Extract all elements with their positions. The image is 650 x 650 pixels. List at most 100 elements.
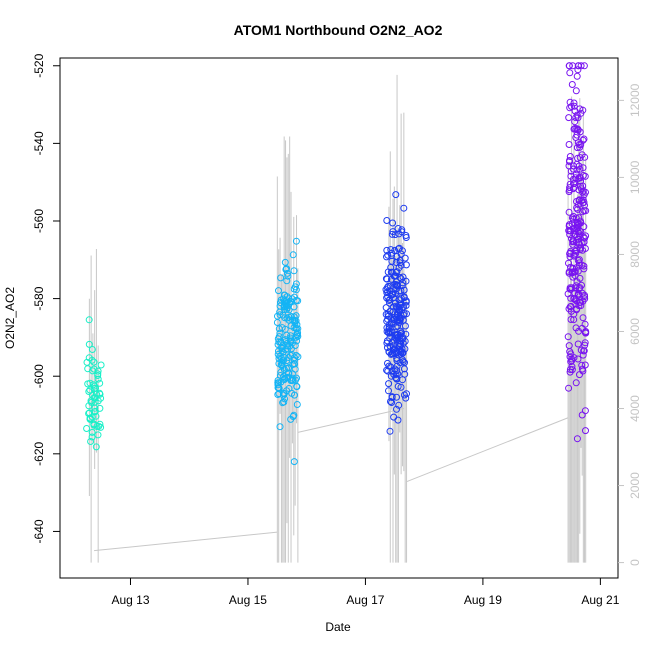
x-tick-label: Aug 21 bbox=[581, 593, 619, 607]
data-point bbox=[83, 425, 91, 432]
data-point bbox=[384, 268, 392, 276]
data-point bbox=[568, 81, 576, 88]
data-point bbox=[96, 390, 104, 398]
data-point bbox=[565, 269, 573, 277]
data-point bbox=[392, 191, 400, 199]
data-point bbox=[573, 278, 581, 286]
data-point bbox=[582, 188, 589, 196]
data-point bbox=[568, 284, 576, 292]
data-point bbox=[290, 313, 298, 321]
data-point bbox=[401, 359, 408, 367]
data-point bbox=[580, 262, 588, 270]
data-point bbox=[275, 338, 283, 346]
data-point bbox=[396, 274, 404, 281]
data-point bbox=[386, 282, 394, 290]
data-point bbox=[565, 384, 573, 392]
data-point bbox=[564, 333, 572, 341]
data-point bbox=[392, 323, 400, 331]
data-point bbox=[285, 306, 293, 314]
data-point bbox=[581, 339, 589, 347]
data-point bbox=[382, 286, 390, 294]
data-point bbox=[288, 370, 296, 378]
data-point bbox=[395, 303, 403, 311]
data-point bbox=[388, 338, 396, 346]
data-point bbox=[402, 394, 410, 402]
data-point bbox=[282, 301, 290, 309]
y-tick-label: -580 bbox=[32, 286, 46, 310]
data-point bbox=[387, 372, 395, 380]
overlay-baseline-1 bbox=[297, 408, 404, 433]
data-point bbox=[285, 295, 293, 303]
data-point bbox=[94, 431, 102, 439]
data-point bbox=[574, 221, 582, 228]
data-point bbox=[287, 313, 295, 320]
y2-tick-label: 12000 bbox=[628, 83, 642, 117]
data-point bbox=[402, 298, 410, 306]
data-point bbox=[96, 404, 104, 412]
data-point bbox=[285, 369, 293, 377]
data-point bbox=[275, 287, 282, 295]
data-point bbox=[566, 153, 574, 160]
data-point bbox=[279, 399, 287, 407]
data-point bbox=[565, 114, 573, 122]
data-point bbox=[290, 458, 298, 466]
data-point bbox=[284, 272, 292, 280]
data-point bbox=[392, 290, 399, 298]
data-point bbox=[383, 275, 391, 283]
data-point bbox=[384, 251, 392, 259]
data-point bbox=[397, 250, 405, 258]
data-point bbox=[566, 184, 574, 192]
data-point bbox=[280, 373, 288, 381]
data-point bbox=[279, 357, 287, 365]
data-point bbox=[564, 290, 572, 298]
data-point bbox=[388, 230, 396, 238]
data-point bbox=[289, 339, 297, 347]
y-tick-label: -540 bbox=[32, 131, 46, 155]
data-point bbox=[277, 360, 285, 368]
data-point bbox=[566, 285, 574, 293]
y2-tick-label: 2000 bbox=[628, 472, 642, 499]
x-tick-label: Aug 17 bbox=[346, 593, 384, 607]
data-point bbox=[287, 351, 294, 359]
data-point bbox=[401, 391, 408, 399]
data-point bbox=[85, 410, 93, 417]
data-point bbox=[574, 223, 582, 231]
data-point bbox=[401, 322, 409, 330]
points-layer bbox=[83, 62, 590, 466]
data-point bbox=[578, 361, 586, 369]
data-point bbox=[85, 388, 93, 395]
y2-tick-label: 0 bbox=[628, 559, 642, 566]
data-point bbox=[579, 188, 586, 196]
y-tick-label: -620 bbox=[32, 441, 46, 465]
data-point bbox=[278, 324, 286, 332]
data-point bbox=[285, 385, 293, 392]
data-point bbox=[287, 332, 295, 340]
data-point bbox=[88, 428, 96, 436]
data-point bbox=[569, 165, 577, 173]
data-point bbox=[581, 291, 588, 299]
data-point bbox=[277, 274, 285, 282]
y-tick-label: -600 bbox=[32, 364, 46, 388]
data-point bbox=[84, 380, 92, 388]
data-point bbox=[565, 208, 573, 216]
data-point bbox=[388, 275, 395, 283]
data-point bbox=[292, 317, 300, 325]
data-point bbox=[282, 266, 290, 273]
data-point bbox=[292, 237, 300, 245]
data-point bbox=[382, 304, 390, 312]
y-tick-label: -640 bbox=[32, 519, 46, 543]
data-point bbox=[581, 172, 589, 180]
data-point bbox=[92, 443, 100, 451]
data-point bbox=[573, 233, 581, 241]
data-point bbox=[274, 379, 282, 387]
data-point bbox=[575, 196, 583, 204]
data-point bbox=[389, 303, 397, 311]
x-axis-label: Date bbox=[325, 620, 351, 634]
data-point bbox=[581, 245, 589, 252]
data-point bbox=[403, 390, 410, 398]
y2-tick-label: 8000 bbox=[628, 241, 642, 268]
data-point bbox=[389, 290, 397, 298]
data-point bbox=[574, 62, 582, 70]
data-point bbox=[291, 354, 298, 362]
